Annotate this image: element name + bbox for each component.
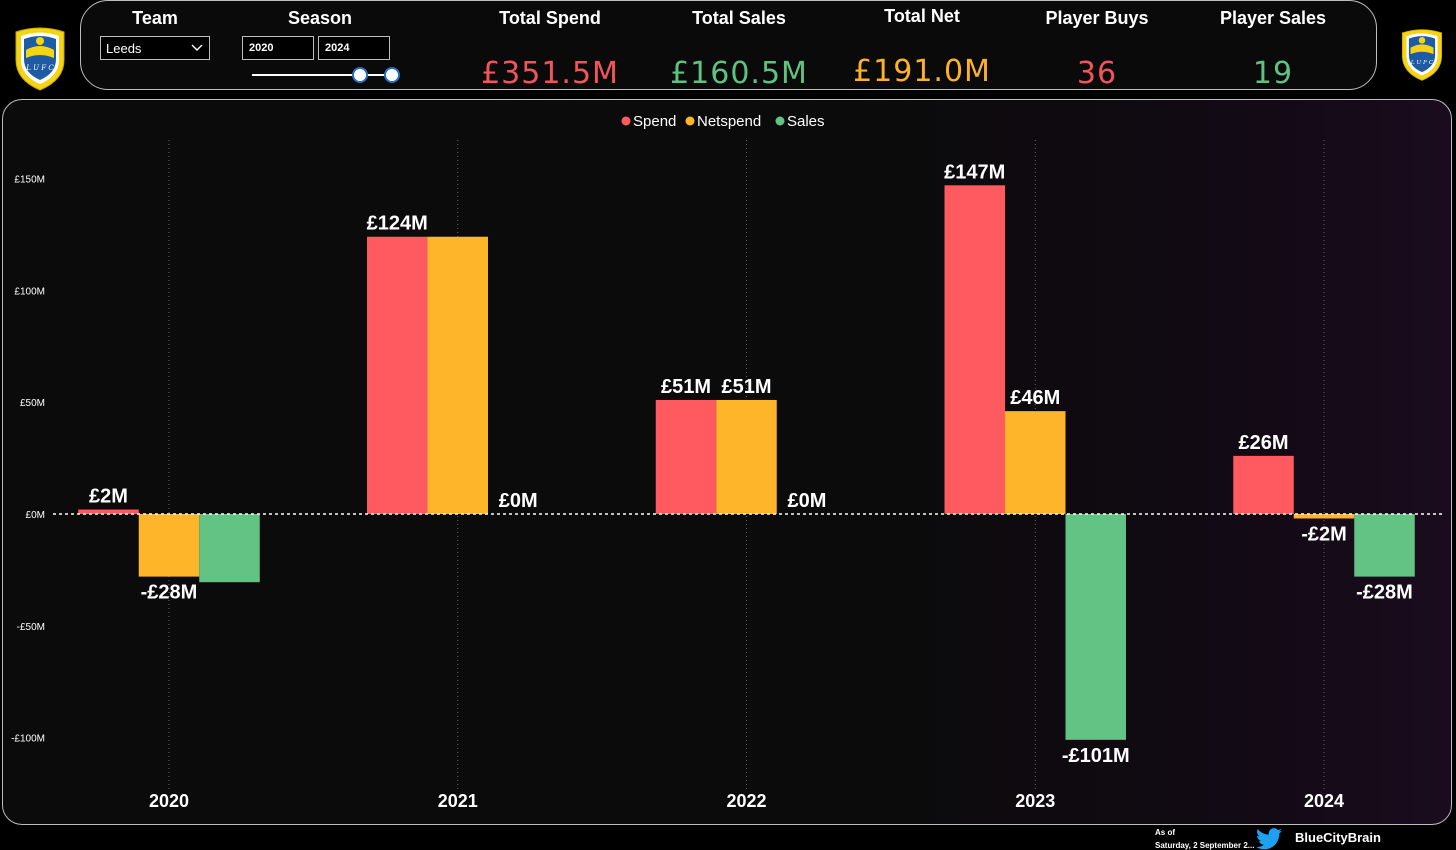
x-tick-label: 2024 bbox=[1304, 791, 1344, 811]
season-from-input[interactable]: 2020 bbox=[242, 36, 314, 60]
svg-text:L U F C: L U F C bbox=[1410, 60, 1434, 66]
x-tick-label: 2020 bbox=[149, 791, 189, 811]
chart-panel: Spend Netspend Sales £150M £100M £50M £0M -£50M… bbox=[2, 99, 1452, 825]
bar-netspend-2020 bbox=[138, 514, 200, 577]
data-label: -£28M bbox=[1356, 582, 1413, 604]
data-label: £0M bbox=[499, 490, 538, 512]
bar-sales-2020 bbox=[199, 514, 260, 583]
bar-spend-2023 bbox=[944, 185, 1005, 515]
legend-marker-sales bbox=[775, 116, 785, 126]
data-label: -£28M bbox=[141, 582, 198, 604]
kpi-total-sales-label: Total Sales bbox=[692, 8, 786, 28]
y-tick-label: £100M bbox=[14, 286, 45, 297]
legend-label-sales: Sales bbox=[787, 113, 825, 130]
x-tick-label: 2021 bbox=[438, 791, 478, 811]
y-tick-label: -£50M bbox=[17, 622, 45, 633]
club-crest-icon: L U F C bbox=[15, 27, 65, 91]
legend-label-spend: Spend bbox=[633, 113, 676, 130]
legend-label-netspend: Netspend bbox=[697, 113, 761, 130]
twitter-handle[interactable]: BlueCityBrain bbox=[1295, 830, 1381, 845]
kpi-total-spend-value: £351.5M bbox=[481, 56, 619, 91]
bar-chart: Spend Netspend Sales £150M £100M £50M £0M -£50M… bbox=[11, 113, 1443, 811]
bar-spend-2024 bbox=[1233, 455, 1294, 514]
data-label: £51M bbox=[661, 376, 711, 398]
slider-handle-start[interactable] bbox=[352, 67, 368, 83]
data-label: -£2M bbox=[1301, 523, 1347, 545]
kpi-total-net-value: £191.0M bbox=[853, 54, 991, 89]
svg-text:L U F C: L U F C bbox=[25, 64, 54, 72]
data-label: £46M bbox=[1010, 387, 1060, 409]
data-label: £147M bbox=[944, 161, 1005, 183]
x-tick-label: 2023 bbox=[1015, 791, 1055, 811]
y-tick-label: -£100M bbox=[11, 734, 45, 745]
kpi-total-sales-value: £160.5M bbox=[670, 56, 808, 91]
bar-netspend-2023 bbox=[1005, 411, 1066, 514]
bar-spend-2021 bbox=[367, 236, 428, 514]
bar-spend-2020 bbox=[78, 509, 139, 514]
y-tick-label: £50M bbox=[20, 398, 45, 409]
data-label: £0M bbox=[788, 490, 827, 512]
bar-netspend-2021 bbox=[427, 236, 488, 514]
kpi-total-net-label: Total Net bbox=[884, 6, 960, 26]
season-slicer-title: Season bbox=[287, 8, 353, 28]
kpi-player-buys-label: Player Buys bbox=[1045, 8, 1149, 28]
twitter-icon[interactable] bbox=[1256, 828, 1282, 850]
kpi-player-sales-label: Player Sales bbox=[1219, 8, 1327, 28]
data-label: £124M bbox=[367, 213, 428, 235]
chevron-down-icon bbox=[191, 44, 203, 51]
season-range-slider[interactable] bbox=[252, 66, 402, 84]
slider-handle-end[interactable] bbox=[384, 67, 400, 83]
team-dropdown[interactable]: Leeds bbox=[100, 36, 210, 60]
kpi-player-sales-value: 19 bbox=[1252, 56, 1294, 91]
bar-sales-2024 bbox=[1354, 514, 1415, 577]
as-of-label: As of bbox=[1155, 828, 1175, 837]
bar-netspend-2024 bbox=[1293, 514, 1355, 519]
team-dropdown-value: Leeds bbox=[106, 41, 142, 56]
y-tick-label: £0M bbox=[26, 510, 45, 521]
x-tick-label: 2022 bbox=[726, 791, 766, 811]
as-of-date: Saturday, 2 September 2... bbox=[1155, 841, 1255, 850]
data-label: £2M bbox=[89, 486, 128, 508]
club-crest-icon: L U F C bbox=[1401, 29, 1443, 81]
data-label: -£101M bbox=[1062, 745, 1130, 767]
y-tick-label: £150M bbox=[14, 175, 45, 186]
kpi-total-spend-label: Total Spend bbox=[499, 8, 601, 28]
kpi-player-buys-value: 36 bbox=[1076, 56, 1118, 91]
season-to-input[interactable]: 2024 bbox=[318, 36, 390, 60]
bar-sales-2023 bbox=[1065, 514, 1126, 740]
team-slicer-title: Team bbox=[132, 8, 178, 28]
bar-spend-2022 bbox=[655, 399, 717, 514]
bar-netspend-2022 bbox=[716, 399, 777, 514]
as-of-timestamp: As of Saturday, 2 September 2... bbox=[1155, 826, 1254, 850]
data-label: £26M bbox=[1238, 432, 1288, 454]
legend-marker-spend bbox=[621, 116, 631, 126]
legend-marker-netspend bbox=[685, 116, 695, 126]
data-label: £51M bbox=[721, 376, 771, 398]
